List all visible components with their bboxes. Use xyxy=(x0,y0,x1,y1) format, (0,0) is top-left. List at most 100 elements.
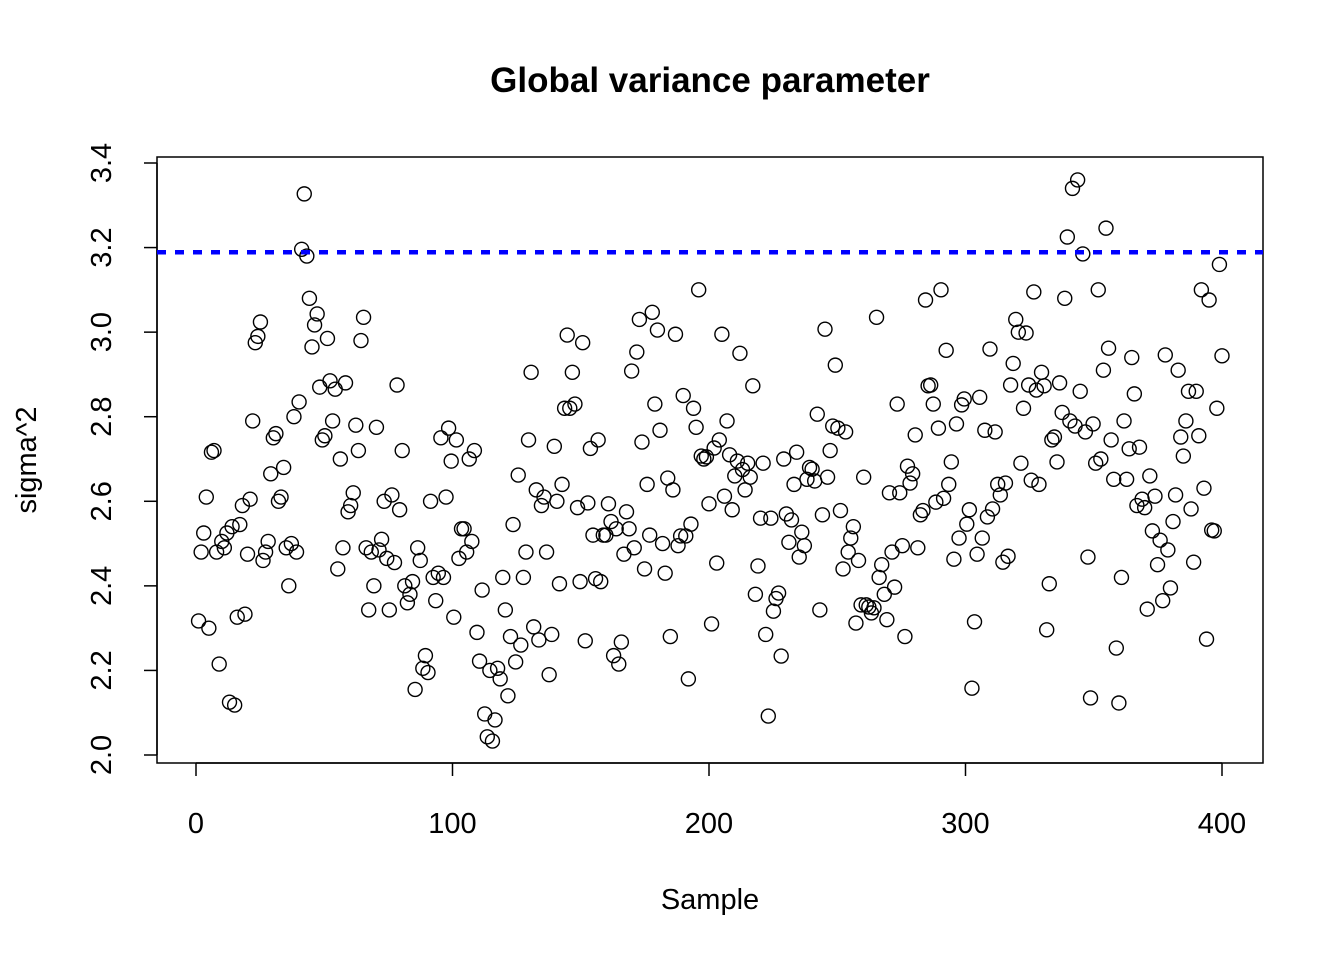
data-point xyxy=(636,561,653,577)
data-point xyxy=(634,434,650,450)
data-point xyxy=(502,628,519,645)
data-point xyxy=(458,544,475,560)
data-point xyxy=(515,569,532,586)
data-point xyxy=(884,544,900,560)
data-point xyxy=(263,466,279,482)
data-point xyxy=(951,530,967,546)
data-point xyxy=(190,613,207,629)
data-point xyxy=(562,400,578,416)
data-point xyxy=(760,708,776,724)
data-point xyxy=(270,493,287,509)
data-point xyxy=(1209,400,1225,416)
data-point xyxy=(1173,429,1189,445)
data-point xyxy=(314,432,331,448)
data-point xyxy=(1103,432,1119,448)
data-point xyxy=(1167,487,1184,503)
data-point xyxy=(850,552,867,569)
x-tick-label: 400 xyxy=(1198,808,1246,840)
data-point xyxy=(1155,592,1171,609)
data-point xyxy=(1069,172,1086,188)
data-point xyxy=(242,491,258,507)
data-point xyxy=(301,290,318,307)
data-point xyxy=(1124,349,1140,366)
data-point xyxy=(221,694,238,710)
data-point xyxy=(554,476,570,493)
data-point xyxy=(574,335,591,351)
data-point xyxy=(549,493,565,509)
data-point xyxy=(773,648,789,664)
data-point xyxy=(268,425,284,442)
data-point xyxy=(1175,448,1192,464)
data-point xyxy=(448,432,465,448)
data-point xyxy=(688,419,704,435)
data-point xyxy=(1152,532,1168,548)
data-point xyxy=(1062,413,1078,429)
data-point xyxy=(897,628,913,645)
data-point xyxy=(260,533,276,550)
data-point xyxy=(391,502,408,518)
data-point xyxy=(912,507,929,523)
data-point xyxy=(662,628,679,645)
data-point xyxy=(1013,455,1029,471)
data-point xyxy=(1046,429,1063,445)
data-point xyxy=(1057,290,1073,307)
data-point xyxy=(420,664,436,681)
data-point xyxy=(469,624,485,641)
data-point xyxy=(925,396,941,412)
data-point xyxy=(832,502,849,519)
data-point xyxy=(763,510,779,526)
data-point xyxy=(1147,488,1163,504)
data-point xyxy=(1100,340,1117,356)
data-point xyxy=(214,533,230,550)
data-point xyxy=(881,485,898,501)
data-point xyxy=(1131,439,1148,455)
data-point xyxy=(714,326,730,342)
y-axis: 2.0 2.2 2.4 2.6 2.8 3.0 3.2 3.4 xyxy=(86,143,158,775)
data-point xyxy=(1188,383,1204,400)
data-point xyxy=(709,555,725,571)
data-point xyxy=(1144,523,1161,539)
data-point xyxy=(275,459,292,476)
data-point xyxy=(322,373,338,389)
data-point xyxy=(737,482,753,498)
data-point xyxy=(495,569,511,586)
data-point xyxy=(732,345,748,361)
data-point xyxy=(928,494,944,510)
data-point xyxy=(809,406,825,422)
data-point xyxy=(904,466,921,482)
data-point xyxy=(350,442,367,459)
data-point xyxy=(273,489,289,505)
data-point xyxy=(283,535,300,552)
data-point xyxy=(1036,378,1052,394)
data-point xyxy=(871,569,887,586)
data-point xyxy=(964,680,980,696)
data-point xyxy=(783,512,800,528)
data-point xyxy=(229,609,245,625)
plot-frame xyxy=(156,156,1264,764)
data-point xyxy=(855,469,872,485)
data-point xyxy=(340,504,356,520)
data-point xyxy=(358,540,374,556)
data-point xyxy=(1160,542,1176,558)
data-point xyxy=(755,455,771,471)
data-point xyxy=(394,442,410,459)
data-point xyxy=(941,476,957,493)
data-point xyxy=(577,633,593,649)
data-point xyxy=(822,442,838,459)
data-point xyxy=(827,357,844,373)
data-point xyxy=(1080,549,1096,565)
data-point xyxy=(667,326,684,342)
data-point xyxy=(1136,499,1153,516)
data-point xyxy=(987,424,1003,440)
data-point xyxy=(430,565,447,581)
data-point xyxy=(899,458,916,474)
data-point xyxy=(997,475,1014,491)
data-point xyxy=(693,448,709,464)
data-point xyxy=(309,306,325,322)
data-point xyxy=(982,341,998,357)
data-point xyxy=(649,322,666,338)
data-point xyxy=(384,487,400,503)
data-point xyxy=(1108,640,1125,656)
data-point xyxy=(1111,695,1127,711)
data-point xyxy=(804,461,820,477)
